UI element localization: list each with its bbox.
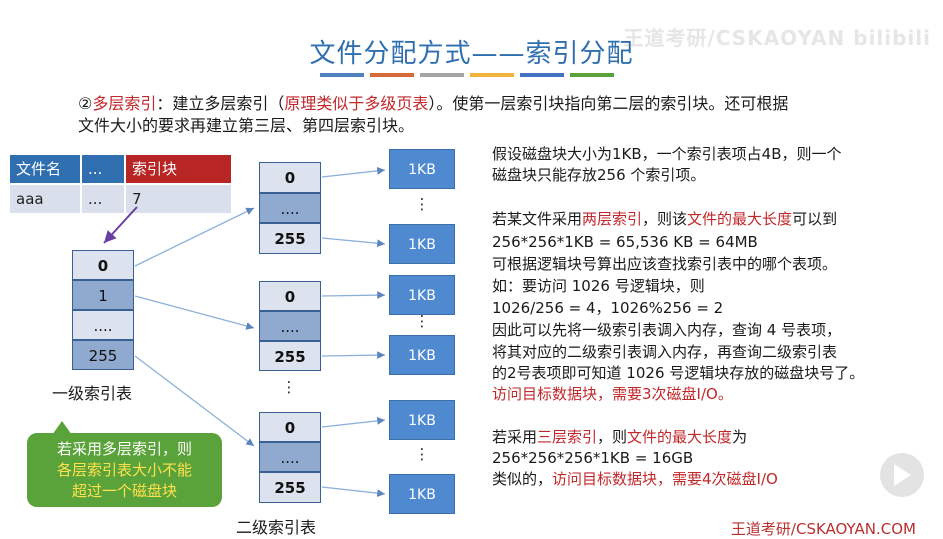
intro-text1: ：建立多层索引（ [156, 94, 285, 113]
title-bar-5 [570, 73, 614, 77]
second-level-2-entry-255: 255 [259, 341, 321, 371]
data-block-4: 1KB [389, 335, 455, 375]
second-level-caption: 二级索引表 [236, 518, 317, 537]
right-p3-l3b: 访问目标数据块，需要4次磁盘I/O [552, 470, 778, 488]
title-bar-2 [420, 73, 464, 77]
data-block-3: 1KB [389, 275, 455, 315]
data-block-5: 1KB [389, 400, 455, 440]
right-p2-line1: 若某文件采用两层索引，则该文件的最大长度可以到 [492, 209, 837, 230]
callout-pointer [52, 421, 72, 435]
intro-paragraph: ②多层索引：建立多层索引（原理类似于多级页表）。使第一层索引块指向第二层的索引块… [78, 93, 918, 137]
second-level-vdots: ⋮ [281, 378, 297, 396]
callout-line3: 超过一个磁盘块 [71, 482, 177, 500]
second-level-1-entry-0: 0 [259, 162, 321, 193]
first-level-entry-1: 1 [72, 280, 134, 310]
second-level-1-entry-dots: .... [259, 193, 321, 223]
file-table-cell-dots: ... [82, 185, 124, 213]
file-table-cell-index: 7 [126, 185, 231, 213]
right-p1-line2: 磁盘块只能存放256 个索引项。 [492, 166, 706, 184]
file-table-header-index: 索引块 [126, 155, 231, 183]
title-bar-3 [470, 73, 514, 77]
second-level-3-entry-0: 0 [259, 412, 321, 442]
watermark: 王道考研/CSKAOYAN bilibili [623, 26, 931, 50]
first-level-caption: 一级索引表 [52, 384, 133, 403]
right-p2-line5: 1026/256 = 4，1026%256 = 2 [492, 299, 724, 317]
block-vdots-2: ⋮ [414, 312, 430, 330]
right-p2-line7: 将其对应的二级索引表调入内存，再查询二级索引表 [492, 343, 838, 361]
block-vdots-3: ⋮ [414, 445, 430, 463]
right-p3-l3a: 类似的， [492, 470, 553, 488]
data-block-6: 1KB [389, 474, 455, 514]
first-level-entry-255: 255 [72, 340, 134, 370]
title-bar-4 [520, 73, 564, 77]
right-p2-two-level: 两层索引 [582, 210, 643, 228]
file-table-header-dots: ... [82, 155, 124, 183]
right-p2-max-length: 文件的最大长度 [687, 210, 793, 228]
intro-prefix: ② [78, 94, 93, 113]
title-bar-0 [320, 73, 364, 77]
play-icon [894, 464, 911, 486]
right-p3-a: 若采用 [492, 428, 538, 446]
file-table-header-name: 文件名 [10, 155, 80, 183]
intro-text2: ）。使第一层索引块指向第二层的索引块。还可根据 [428, 94, 789, 113]
right-p2-line9: 访问目标数据块，需要3次磁盘I/O。 [492, 385, 733, 403]
right-p3-line2: 256*256*256*1KB = 16GB [492, 449, 694, 467]
right-p3-line1: 若采用三层索引，则文件的最大长度为 [492, 427, 747, 448]
title-bar-1 [370, 73, 414, 77]
play-button[interactable] [880, 453, 924, 497]
right-p2-line2: 256*256*1KB = 65,536 KB = 64MB [492, 233, 758, 251]
first-level-entry-dots: .... [72, 310, 134, 340]
data-block-2: 1KB [389, 224, 455, 264]
right-p3-three-level: 三层索引 [537, 428, 598, 446]
right-p3-e: 为 [732, 428, 748, 446]
slide-title: 文件分配方式——索引分配 [309, 39, 634, 69]
intro-note: 原理类似于多级页表 [284, 94, 429, 113]
right-p1-line1: 假设磁盘块大小为1KB，一个索引表项占4B，则一个 [492, 145, 842, 163]
right-p2-e: 可以到 [792, 210, 838, 228]
right-p3-c: ，则 [597, 428, 628, 446]
callout-line1: 若采用多层索引，则 [56, 440, 192, 458]
right-p2-line8: 的2号表项即可知道 1026 号逻辑块存放的磁盘块号了。 [492, 364, 865, 382]
right-p3-line3: 类似的，访问目标数据块，需要4次磁盘I/O [492, 469, 778, 490]
callout-line2: 各层索引表大小不能 [56, 461, 192, 479]
file-table-cell-name: aaa [10, 185, 80, 213]
right-p2-a: 若某文件采用 [492, 210, 583, 228]
callout-note: 若采用多层索引，则 各层索引表大小不能 超过一个磁盘块 [27, 433, 222, 507]
right-p3-max-length: 文件的最大长度 [627, 428, 733, 446]
footer-brand: 王道考研/CSKAOYAN.COM [730, 520, 916, 538]
first-level-entry-0: 0 [72, 250, 134, 280]
intro-term: 多层索引 [92, 94, 157, 113]
second-level-2-entry-0: 0 [259, 281, 321, 311]
block-vdots-1: ⋮ [414, 195, 430, 213]
second-level-3-entry-dots: .... [259, 442, 321, 472]
right-p2-line3: 可根据逻辑块号算出应该查找索引表中的哪个表项。 [492, 255, 838, 273]
right-p2-line4: 如：要访问 1026 号逻辑块，则 [492, 277, 705, 295]
second-level-1-entry-255: 255 [259, 223, 321, 254]
second-level-2-entry-dots: .... [259, 311, 321, 341]
second-level-3-entry-255: 255 [259, 472, 321, 503]
right-p2-c: ，则该 [642, 210, 688, 228]
data-block-1: 1KB [389, 149, 455, 189]
intro-line2: 文件大小的要求再建立第三层、第四层索引块。 [78, 116, 415, 135]
right-p2-line6: 因此可以先将一级索引表调入内存，查询 4 号表项， [492, 321, 842, 339]
